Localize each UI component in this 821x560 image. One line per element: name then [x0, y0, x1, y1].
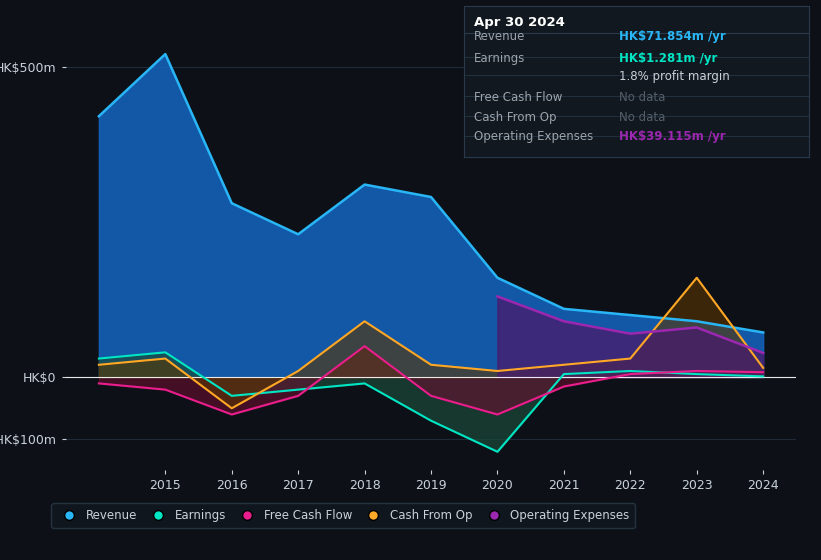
Text: Free Cash Flow: Free Cash Flow	[475, 91, 562, 104]
Text: HK$39.115m /yr: HK$39.115m /yr	[619, 130, 726, 143]
Text: Cash From Op: Cash From Op	[475, 110, 557, 124]
Text: No data: No data	[619, 91, 665, 104]
Legend: Revenue, Earnings, Free Cash Flow, Cash From Op, Operating Expenses: Revenue, Earnings, Free Cash Flow, Cash …	[51, 503, 635, 528]
Text: Earnings: Earnings	[475, 52, 525, 64]
Text: Apr 30 2024: Apr 30 2024	[475, 16, 565, 29]
Text: HK$71.854m /yr: HK$71.854m /yr	[619, 30, 726, 44]
Text: No data: No data	[619, 110, 665, 124]
Text: Revenue: Revenue	[475, 30, 525, 44]
Text: Operating Expenses: Operating Expenses	[475, 130, 594, 143]
Text: HK$1.281m /yr: HK$1.281m /yr	[619, 52, 718, 64]
Text: 1.8% profit margin: 1.8% profit margin	[619, 69, 730, 83]
